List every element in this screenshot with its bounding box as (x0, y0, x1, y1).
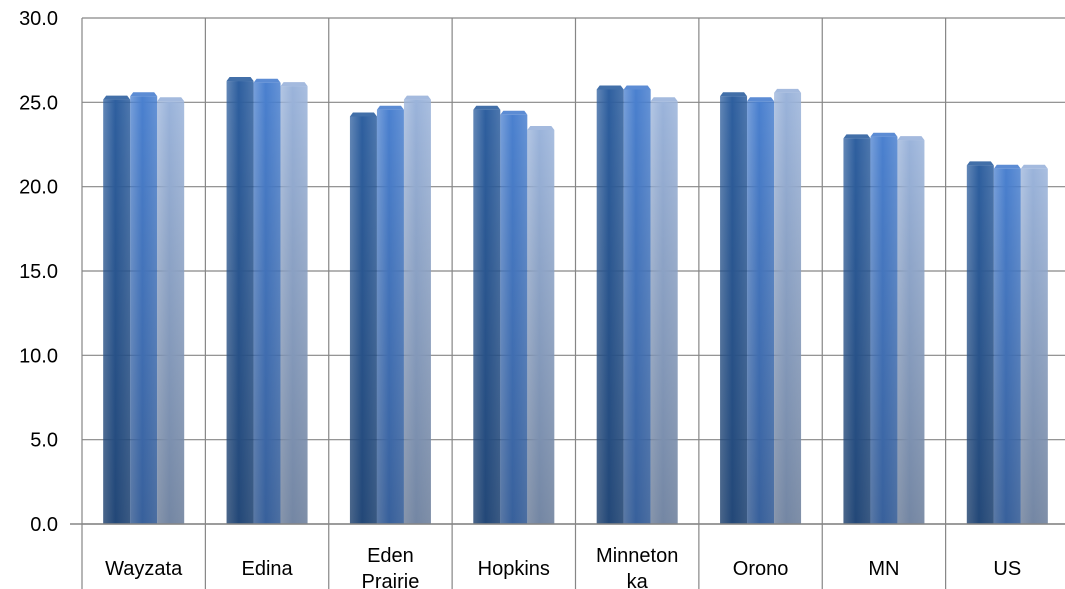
bar-edina-s1 (226, 77, 254, 525)
bar-eden-prairie-s2 (376, 105, 404, 524)
bar-hopkins-s1 (473, 105, 501, 524)
bar-cap (1020, 164, 1048, 169)
bar-shade (157, 101, 185, 525)
bar-wayzata-s3 (157, 97, 185, 525)
bar-cap (376, 105, 404, 110)
bar-cap (500, 110, 528, 115)
bar-orono-s3 (774, 88, 802, 524)
y-tick-label: 25.0 (19, 92, 58, 114)
bar-cap (403, 95, 431, 100)
bars (103, 77, 1048, 525)
bar-minneton-ka-s1 (596, 85, 624, 524)
x-category-label: MN (868, 558, 899, 580)
bar-minneton-ka-s2 (623, 85, 651, 524)
bar-mn-s1 (843, 134, 871, 524)
bar-cap (843, 134, 871, 139)
bar-orono-s2 (747, 97, 775, 525)
x-category-label: Hopkins (478, 558, 550, 580)
bar-mn-s3 (897, 136, 925, 525)
x-category-label: ka (627, 571, 649, 589)
bar-cap (650, 97, 678, 102)
bar-eden-prairie-s3 (403, 95, 431, 524)
bar-cap (623, 85, 651, 90)
bar-shade (720, 96, 748, 525)
bar-us-s1 (966, 161, 994, 524)
bar-cap (349, 112, 377, 117)
y-axis-ticks: 0.0 5.0 10.0 15.0 20.0 25.0 30.0 (19, 8, 58, 536)
bar-shade (596, 89, 624, 524)
bar-wayzata-s1 (103, 95, 131, 524)
y-tick-label: 15.0 (19, 261, 58, 283)
bar-minneton-ka-s3 (650, 97, 678, 525)
bar-edina-s3 (280, 82, 308, 525)
bar-shade (747, 101, 775, 525)
bar-cap (774, 88, 802, 93)
bar-shade (966, 165, 994, 524)
bar-cap (527, 125, 555, 130)
bar-cap (966, 161, 994, 166)
bar-cap (993, 164, 1021, 169)
bar-shade (1020, 168, 1048, 525)
x-category-label: Prairie (362, 571, 420, 589)
bar-shade (130, 96, 158, 525)
x-category-label: Wayzata (105, 558, 183, 580)
y-tick-label: 30.0 (19, 8, 58, 30)
bar-cap (253, 78, 281, 83)
bar-cap (226, 77, 254, 82)
bar-shade (527, 129, 555, 525)
bar-shade (500, 114, 528, 525)
bar-cap (747, 97, 775, 102)
bar-shade (623, 89, 651, 524)
y-tick-label: 20.0 (19, 177, 58, 199)
x-category-label: Edina (241, 558, 293, 580)
bar-shade (870, 136, 898, 524)
bar-shade (403, 99, 431, 524)
bar-shade (253, 82, 281, 524)
bar-cap (897, 136, 925, 141)
bar-shade (280, 86, 308, 525)
bar-cap (596, 85, 624, 90)
bar-shade (103, 99, 131, 524)
bar-us-s2 (993, 164, 1021, 525)
x-category-label: Minneton (596, 545, 678, 567)
bar-wayzata-s2 (130, 92, 158, 525)
bar-mn-s2 (870, 132, 898, 524)
bar-shade (349, 116, 377, 524)
x-category-label: Orono (733, 558, 789, 580)
bar-us-s3 (1020, 164, 1048, 525)
bar-edina-s2 (253, 78, 281, 524)
bar-shade (376, 109, 404, 524)
bar-shade (993, 168, 1021, 525)
bar-cap (280, 82, 308, 87)
bar-cap (103, 95, 131, 100)
bar-shade (843, 138, 871, 524)
bar-shade (226, 81, 254, 525)
bar-hopkins-s3 (527, 125, 555, 525)
bar-hopkins-s2 (500, 110, 528, 525)
bar-shade (897, 140, 925, 525)
y-tick-label: 0.0 (30, 514, 58, 536)
bar-shade (774, 92, 802, 524)
bar-cap (157, 97, 185, 102)
bar-cap (473, 105, 501, 110)
bar-eden-prairie-s1 (349, 112, 377, 524)
bar-cap (130, 92, 158, 97)
bar-shade (473, 109, 501, 524)
y-tick-label: 5.0 (30, 430, 58, 452)
bar-orono-s1 (720, 92, 748, 525)
bar-cap (720, 92, 748, 97)
x-category-label: US (993, 558, 1021, 580)
y-tick-label: 10.0 (19, 345, 58, 367)
bar-shade (650, 101, 678, 525)
x-category-label: Eden (367, 545, 414, 567)
bar-cap (870, 132, 898, 137)
category-labels: Wayzata Edina Eden Prairie Hopkins Minneton ka… (105, 545, 1021, 589)
